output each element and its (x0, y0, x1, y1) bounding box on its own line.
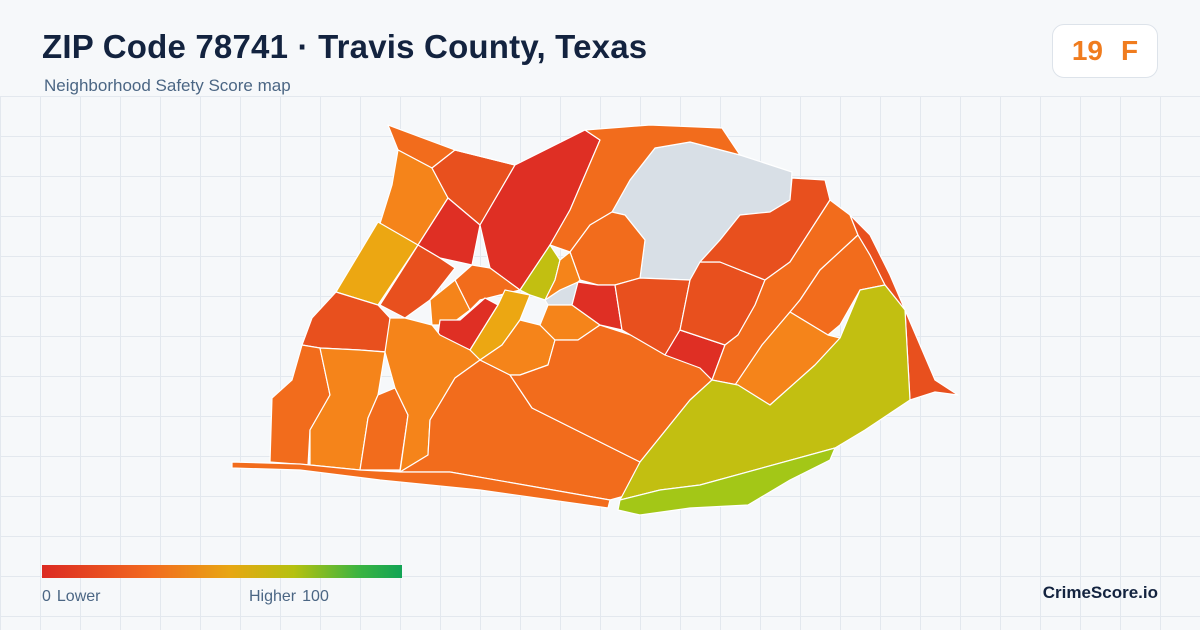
score-value: 19 (1071, 35, 1104, 66)
map-region[interactable] (699, 177, 831, 281)
legend-gradient-bar (42, 565, 402, 578)
page-subtitle: Neighborhood Safety Score map (44, 76, 291, 95)
map-region[interactable] (231, 461, 611, 509)
brand-logo-text: CrimeScore.io (1042, 583, 1158, 602)
map-region[interactable] (849, 214, 959, 401)
legend-max-value: 100 (302, 588, 329, 605)
legend-max-label: Higher (249, 588, 297, 605)
score-grade: F (1121, 35, 1139, 66)
map-region[interactable] (544, 251, 581, 301)
map-region[interactable] (619, 284, 911, 501)
map-region[interactable] (417, 197, 481, 266)
legend-max: Higher 100 (249, 588, 329, 606)
safety-score-badge: 19 F (1052, 24, 1158, 78)
legend-min-label: Lower (56, 588, 101, 605)
map-region[interactable] (617, 447, 836, 516)
legend-min: 0 Lower (42, 588, 100, 606)
page-title: ZIP Code 78741 · Travis County, Texas (42, 28, 648, 65)
legend-min-value: 0 (42, 588, 51, 605)
